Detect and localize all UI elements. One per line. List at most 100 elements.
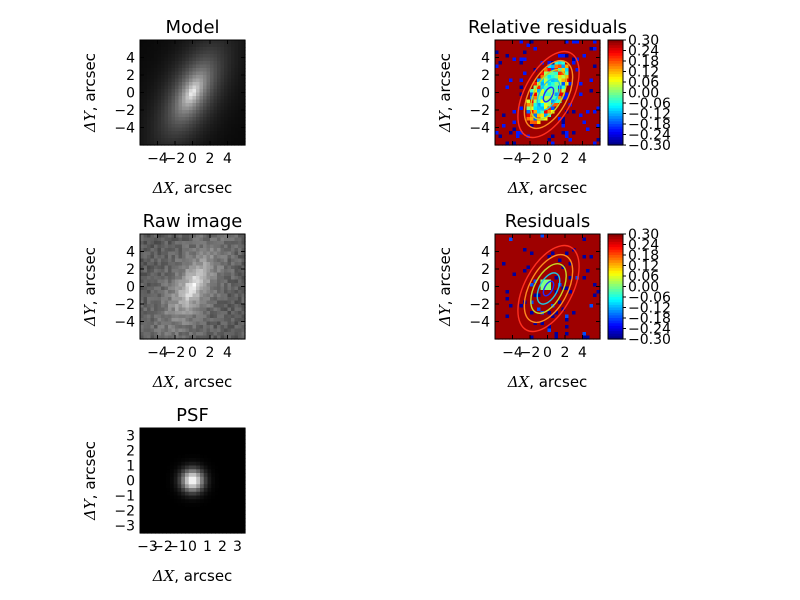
x-axis-label: ΔX, arcsec — [152, 567, 233, 585]
image-cell — [231, 307, 236, 312]
image-cell — [586, 318, 591, 323]
image-cell — [211, 450, 216, 455]
image-cell — [161, 103, 166, 108]
image-cell — [558, 328, 563, 333]
image-cell — [544, 75, 549, 80]
image-cell — [207, 510, 212, 515]
image-cell — [551, 265, 556, 270]
image-cell — [519, 265, 524, 270]
image-cell — [154, 265, 159, 270]
image-cell — [199, 335, 204, 340]
image-cell — [218, 495, 224, 500]
image-cell — [509, 96, 514, 101]
image-cell — [164, 279, 169, 284]
image-cell — [181, 450, 186, 455]
image-cell — [143, 78, 148, 83]
image-cell — [196, 484, 201, 489]
image-cell — [502, 262, 507, 267]
image-cell — [220, 64, 225, 69]
image-cell — [526, 71, 531, 76]
image-cell — [227, 47, 232, 52]
image-cell — [544, 68, 549, 73]
image-cell — [143, 103, 148, 108]
image-cell — [579, 290, 584, 295]
image-cell — [530, 262, 535, 267]
image-cell — [213, 47, 218, 52]
image-cell — [495, 124, 500, 129]
image-cell — [192, 480, 197, 485]
image-cell — [237, 469, 242, 474]
image-cell — [210, 290, 215, 295]
colorbar-band — [608, 325, 623, 330]
image-cell — [200, 465, 205, 470]
image-cell — [175, 78, 180, 83]
image-cell — [237, 506, 242, 512]
image-cell — [217, 328, 222, 333]
image-cell — [222, 443, 227, 448]
image-cell — [234, 272, 239, 277]
image-cell — [579, 40, 584, 45]
image-cell — [230, 431, 235, 437]
image-cell — [220, 321, 225, 326]
image-cell — [226, 443, 231, 448]
image-cell — [185, 68, 190, 73]
image-cell — [544, 234, 549, 239]
image-cell — [544, 113, 549, 118]
image-cell — [157, 103, 162, 108]
x-tick-label: 0 — [188, 539, 197, 555]
image-cell — [188, 428, 194, 433]
image-cell — [533, 293, 538, 298]
image-cell — [143, 307, 148, 312]
image-cell — [203, 290, 208, 295]
image-cell — [210, 138, 215, 143]
image-cell — [526, 141, 531, 146]
image-cell — [203, 244, 208, 249]
image-cell — [596, 71, 601, 76]
image-cell — [215, 465, 220, 470]
image-cell — [175, 40, 180, 45]
image-cell — [203, 529, 209, 534]
image-cell — [509, 286, 514, 291]
image-cell — [203, 276, 208, 281]
image-cell — [171, 113, 176, 118]
image-cell — [544, 300, 549, 305]
image-cell — [231, 134, 236, 139]
image-cell — [170, 499, 175, 504]
image-cell — [505, 106, 510, 111]
image-cell — [196, 85, 201, 90]
image-cell — [224, 293, 229, 298]
y-tick-label: −2 — [114, 504, 135, 520]
image-cell — [540, 96, 545, 101]
image-cell — [568, 43, 573, 48]
colorbar-band — [608, 244, 623, 248]
image-cell — [586, 92, 591, 97]
image-cell — [544, 241, 549, 246]
image-cell — [162, 514, 167, 519]
image-cell — [505, 300, 510, 305]
image-cell — [147, 54, 152, 59]
image-cell — [215, 499, 220, 504]
image-cell — [502, 258, 507, 263]
image-cell — [241, 61, 246, 66]
image-cell — [161, 272, 166, 277]
image-cell — [241, 258, 246, 263]
image-cell — [596, 304, 601, 309]
image-cell — [498, 117, 503, 122]
image-cell — [203, 61, 208, 66]
image-cell — [154, 279, 159, 284]
image-cell — [505, 75, 510, 80]
image-cell — [502, 131, 507, 136]
image-cell — [586, 328, 591, 333]
image-cell — [181, 525, 186, 530]
image-cell — [192, 113, 197, 118]
image-cell — [498, 251, 503, 256]
image-cell — [185, 454, 190, 459]
image-cell — [166, 476, 171, 482]
image-cell — [234, 241, 239, 246]
image-cell — [203, 138, 208, 143]
y-tick-label: 2 — [126, 262, 135, 278]
image-cell — [593, 96, 598, 101]
image-cell — [579, 304, 584, 309]
image-cell — [224, 279, 229, 284]
image-cell — [140, 78, 145, 83]
